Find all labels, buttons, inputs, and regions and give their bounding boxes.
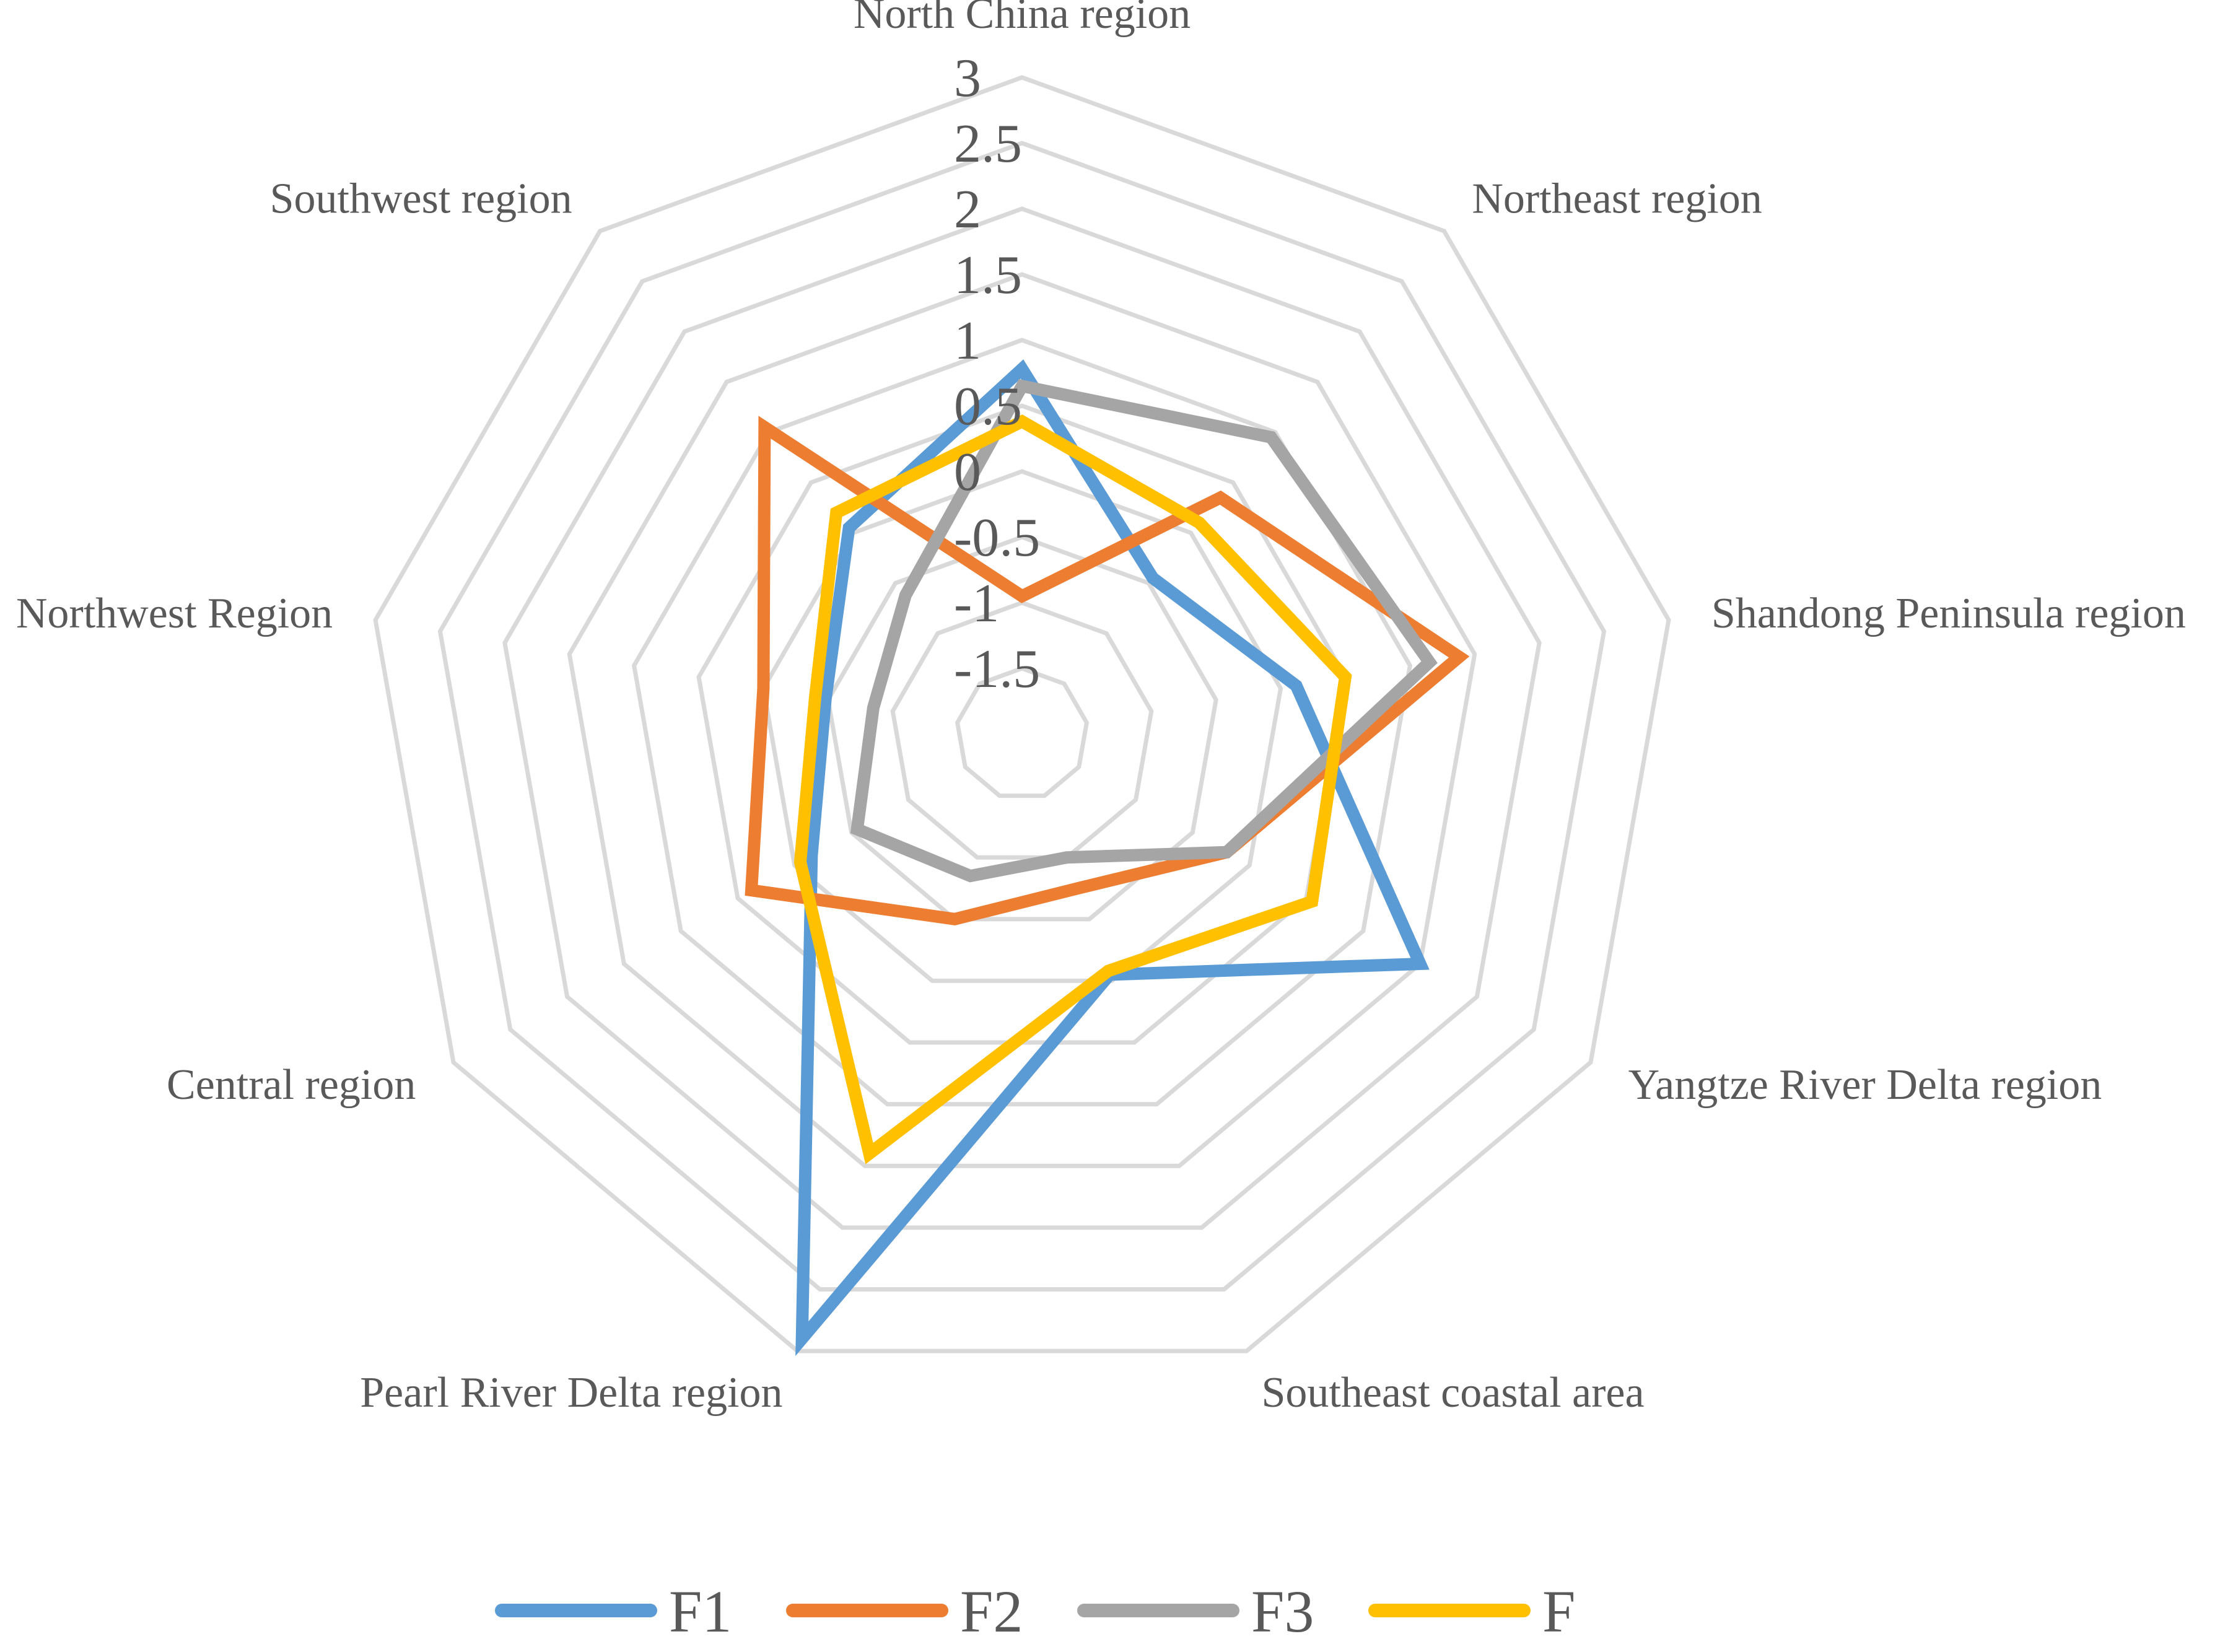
- category-labels: North China region Northeast region Shando…: [16, 0, 2186, 1417]
- radar-series: [745, 359, 1470, 1357]
- grid-ring: [890, 600, 1154, 860]
- category-label: Northeast region: [1472, 175, 1762, 222]
- tick-label: 0: [954, 442, 981, 502]
- tick-label: 2: [954, 180, 981, 240]
- grid-ring: [502, 206, 1542, 1230]
- tick-label: -1.5: [954, 639, 1040, 699]
- category-label: Northwest Region: [16, 590, 333, 637]
- tick-label: -0.5: [954, 508, 1040, 568]
- series-line-f3: [850, 378, 1438, 883]
- legend-item-f2: F2: [786, 1578, 1023, 1645]
- tick-label: 3: [954, 48, 981, 108]
- category-label: Pearl River Delta region: [360, 1369, 782, 1417]
- legend-label: F2: [960, 1578, 1023, 1645]
- tick-label: 0.5: [954, 377, 1022, 437]
- grid-ring: [631, 338, 1413, 1107]
- series-line-f1: [795, 359, 1430, 1357]
- category-label: Central region: [167, 1061, 416, 1109]
- legend-item-f1: F1: [495, 1578, 732, 1645]
- tick-label: 1: [954, 311, 981, 371]
- grid-ring: [567, 272, 1477, 1168]
- legend: F1 F2 F3 F: [495, 1578, 1575, 1645]
- grid-ring: [437, 141, 1607, 1291]
- legend-label: F1: [669, 1578, 732, 1645]
- grid-ring: [955, 666, 1090, 798]
- legend-label: F: [1542, 1578, 1575, 1645]
- category-label: Yangtze River Delta region: [1628, 1061, 2102, 1109]
- series-line-f: [793, 414, 1352, 1165]
- category-label: Southwest region: [270, 175, 572, 222]
- legend-label: F3: [1251, 1578, 1314, 1645]
- tick-label: 1.5: [954, 245, 1022, 305]
- radial-tick-labels: -1.5-1-0.500.511.522.53: [954, 48, 1040, 699]
- category-label: Southeast coastal area: [1261, 1369, 1644, 1417]
- grid-ring: [373, 75, 1671, 1353]
- grid-ring: [696, 403, 1348, 1045]
- tick-label: -1: [954, 574, 999, 634]
- category-label: North China region: [854, 0, 1191, 38]
- legend-item-f: F: [1368, 1578, 1575, 1645]
- radar-grid: [373, 75, 1671, 1353]
- grid-ring: [826, 535, 1218, 922]
- series-line-f2: [745, 416, 1470, 925]
- grid-ring: [761, 469, 1283, 983]
- tick-label: 2.5: [954, 114, 1022, 174]
- category-label: Shandong Peninsula region: [1711, 590, 2186, 637]
- legend-item-f3: F3: [1077, 1578, 1314, 1645]
